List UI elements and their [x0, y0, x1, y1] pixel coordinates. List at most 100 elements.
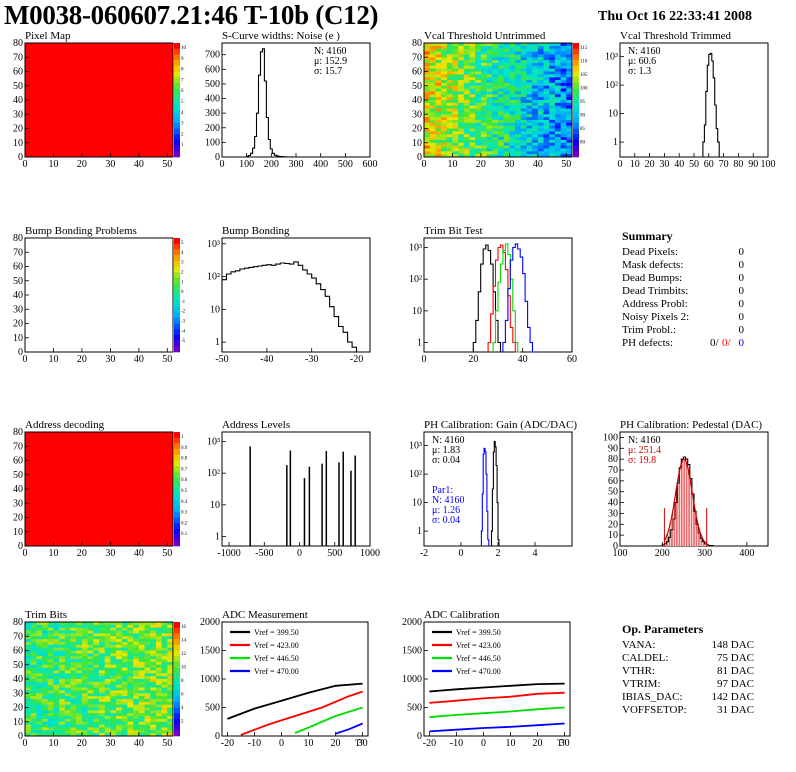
heatmap-cell	[424, 108, 431, 112]
heatmap-cell	[475, 74, 482, 78]
heatmap-cell	[161, 727, 168, 731]
heatmap-cell	[144, 713, 151, 717]
heatmap-cell	[42, 644, 49, 649]
heatmap-cell	[144, 721, 151, 725]
heatmap-cell	[167, 698, 174, 703]
heatmap-cell	[486, 85, 493, 89]
heatmap-cell	[475, 137, 482, 141]
heatmap-cell	[492, 94, 499, 98]
x-tick-label: 50	[162, 354, 172, 365]
heatmap-cell	[36, 644, 43, 649]
heatmap-cell	[36, 684, 43, 688]
heatmap-cell	[30, 690, 37, 694]
heatmap-cell	[560, 111, 567, 115]
heatmap-cell	[458, 108, 465, 112]
palette-tick: 0.4	[181, 500, 188, 505]
heatmap-cell	[133, 622, 140, 626]
heatmap-cell	[104, 698, 111, 703]
x-tick-label: 20	[468, 354, 478, 365]
heatmap-cell	[161, 690, 168, 694]
stat-line: σ: 0.04	[432, 455, 460, 466]
heatmap-cell	[429, 139, 436, 144]
y-tick-label: 50	[13, 660, 23, 671]
heatmap-cell	[30, 633, 37, 637]
heatmap-cell	[503, 77, 510, 81]
heatmap-cell	[133, 727, 140, 731]
heatmap-cell	[64, 679, 71, 683]
heatmap-cell	[469, 94, 476, 98]
bar	[494, 441, 495, 546]
heatmap-cell	[167, 659, 174, 663]
bar	[498, 282, 500, 352]
heatmap-cell	[424, 97, 431, 101]
heatmap-cell	[59, 690, 66, 694]
heatmap-cell	[167, 713, 174, 717]
heatmap-cell	[59, 710, 66, 714]
heatmap-cell	[53, 653, 60, 657]
heatmap-cell	[121, 633, 128, 637]
heatmap-cell	[36, 664, 43, 668]
heatmap-cell	[458, 80, 465, 84]
palette-band	[174, 122, 180, 129]
heatmap-cell	[543, 154, 550, 158]
heatmap-cell	[155, 716, 163, 720]
heatmap-cell	[76, 698, 83, 703]
legend-label: Vref = 423.00	[254, 641, 299, 650]
heatmap-cell	[543, 57, 550, 61]
heatmap-cell	[554, 97, 562, 101]
y-tick-label: 1000	[402, 674, 422, 685]
y-tick-label: 40	[13, 95, 23, 106]
heatmap-cell	[429, 85, 436, 89]
heatmap-cell	[150, 630, 157, 634]
heatmap-cell	[138, 667, 145, 671]
palette-band	[174, 713, 180, 720]
y-tick-label: 200	[205, 123, 220, 134]
heatmap-cell	[64, 687, 71, 691]
heatmap-cell	[81, 693, 89, 697]
palette-band	[174, 111, 180, 118]
heatmap-cell	[526, 142, 533, 146]
heatmap-cell	[116, 670, 123, 674]
y-tick-label: 300	[205, 108, 220, 119]
heatmap-cell	[93, 704, 100, 708]
heatmap-cell	[498, 131, 505, 135]
heatmap-cell	[99, 690, 106, 694]
palette-band	[573, 65, 579, 72]
heatmap-cell	[509, 43, 516, 47]
heatmap-cell	[532, 82, 539, 87]
heatmap-cell	[566, 88, 573, 92]
heatmap-cell	[127, 653, 134, 657]
heatmap-cell	[121, 713, 128, 717]
heatmap-cell	[47, 627, 54, 631]
heatmap-cell	[492, 137, 499, 141]
heatmap-cell	[121, 707, 128, 711]
chart-panel-10: PH Calibration: Gain (ADC/DAC)-2 0 2 411010…	[409, 419, 577, 559]
palette-band	[174, 489, 180, 495]
heatmap-cell	[560, 119, 567, 124]
heatmap-cell	[498, 122, 505, 127]
y-tick-label: 40	[13, 674, 23, 685]
bar	[520, 257, 522, 352]
heatmap-cell	[81, 701, 89, 706]
heatmap-cell	[99, 659, 106, 663]
heatmap-cell	[104, 676, 111, 680]
heatmap-cell	[93, 641, 100, 646]
bar	[523, 274, 525, 352]
heatmap-cell	[492, 122, 499, 127]
heatmap-cell	[144, 661, 151, 666]
series-histogram	[702, 52, 720, 157]
heatmap-cell	[429, 134, 436, 138]
heatmap-cell	[99, 636, 106, 640]
heatmap-cell	[543, 128, 550, 132]
heatmap-cell	[475, 102, 482, 107]
heatmap-cell	[42, 639, 49, 643]
heatmap-cell	[64, 644, 71, 649]
palette-band	[174, 523, 180, 530]
heatmap-cell	[133, 673, 140, 677]
heatmap-cell	[532, 117, 539, 121]
heatmap-cell	[446, 77, 453, 81]
heatmap-cell	[167, 710, 174, 714]
heatmap-cell	[492, 54, 499, 58]
palette-tick: 9	[181, 57, 184, 62]
